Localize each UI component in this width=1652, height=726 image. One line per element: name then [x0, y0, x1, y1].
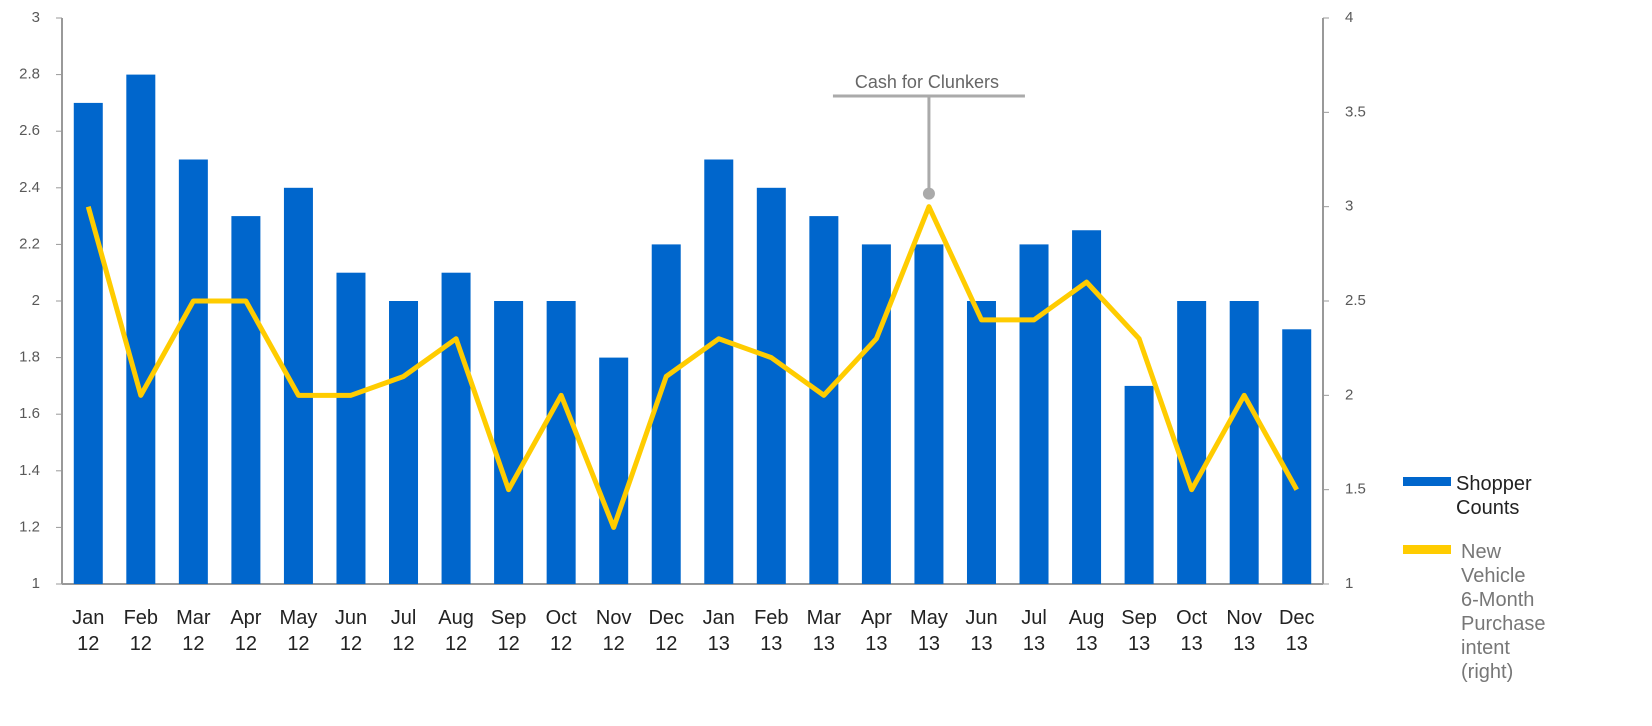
- x-tick-label: Oct 13: [1176, 607, 1208, 655]
- x-tick-label: May 13: [910, 607, 948, 655]
- x-tick-label: Mar 13: [807, 607, 842, 655]
- x-tick-label: Jan 12: [72, 607, 104, 655]
- y-tick-label: 2: [32, 292, 40, 309]
- y-tick-label: 1.4: [19, 462, 40, 479]
- x-tick-label: Aug 12: [438, 607, 474, 655]
- x-tick-label: Nov 13: [1226, 607, 1262, 655]
- y-tick-label: 2.4: [19, 179, 40, 196]
- y-tick-label: 2.6: [19, 122, 40, 139]
- legend-swatch: [1403, 477, 1451, 486]
- bar: [599, 357, 629, 584]
- bar: [966, 301, 996, 584]
- x-tick-label: Nov 12: [596, 607, 632, 655]
- x-tick-label: Dec 13: [1279, 607, 1315, 655]
- legend-label: New Vehicle 6-Month Purchase intent (rig…: [1461, 541, 1546, 683]
- x-tick-label: Apr 13: [861, 607, 892, 655]
- bar: [546, 301, 576, 584]
- x-tick-label: Apr 12: [230, 607, 261, 655]
- bar: [494, 301, 524, 584]
- bar: [861, 244, 891, 584]
- x-tick-label: Jul 12: [391, 607, 417, 655]
- x-tick-label: Jul 13: [1021, 607, 1047, 655]
- bar: [809, 216, 839, 584]
- bar: [914, 244, 944, 584]
- bar: [336, 272, 366, 584]
- x-tick-label: Oct 12: [546, 607, 578, 655]
- bar: [651, 244, 681, 584]
- bar: [1019, 244, 1049, 584]
- line-series: [85, 204, 1299, 530]
- y2-tick-label: 3.5: [1345, 103, 1366, 120]
- x-tick-label: Dec 12: [648, 607, 684, 655]
- annotation-text: Cash for Clunkers: [855, 72, 999, 92]
- bar: [1177, 301, 1207, 584]
- y2-tick-label: 2: [1345, 386, 1353, 403]
- x-tick-label: May 12: [280, 607, 318, 655]
- bar: [756, 187, 786, 585]
- x-tick-label: Sep 12: [491, 607, 527, 655]
- bar: [178, 159, 208, 584]
- legend-swatch: [1403, 545, 1451, 554]
- y2-tick-label: 2.5: [1345, 292, 1366, 309]
- x-tick-label: Jun 13: [965, 607, 997, 655]
- x-tick-label: Jun 12: [335, 607, 367, 655]
- legend-label: Shopper Counts: [1456, 473, 1532, 519]
- y2-tick-label: 1.5: [1345, 481, 1366, 498]
- bar: [73, 102, 103, 585]
- y-tick-label: 2.8: [19, 66, 40, 83]
- y-tick-label: 1.8: [19, 349, 40, 366]
- bar: [1124, 385, 1154, 584]
- y-tick-label: 1.2: [19, 518, 40, 535]
- bar: [441, 272, 471, 584]
- x-tick-label: Mar 12: [176, 607, 211, 655]
- y-tick-label: 2.2: [19, 235, 40, 252]
- y-tick-label: 1.6: [19, 405, 40, 422]
- annotation-dot: [922, 187, 935, 200]
- bar: [1229, 301, 1259, 584]
- bar: [283, 187, 313, 585]
- x-tick-label: Feb 12: [124, 607, 158, 655]
- x-tick-label: Feb 13: [754, 607, 788, 655]
- y-tick-label: 3: [32, 9, 40, 26]
- y-tick-label: 1: [32, 575, 40, 592]
- x-tick-label: Sep 13: [1121, 607, 1157, 655]
- x-tick-label: Aug 13: [1069, 607, 1105, 655]
- y2-tick-label: 3: [1345, 198, 1353, 215]
- x-tick-label: Jan 13: [703, 607, 735, 655]
- bar: [126, 74, 156, 584]
- bar: [231, 216, 261, 584]
- y2-tick-label: 1: [1345, 575, 1353, 592]
- bar: [389, 301, 419, 584]
- bar: [1282, 329, 1312, 584]
- y2-tick-label: 4: [1345, 9, 1353, 26]
- bar: [704, 159, 734, 584]
